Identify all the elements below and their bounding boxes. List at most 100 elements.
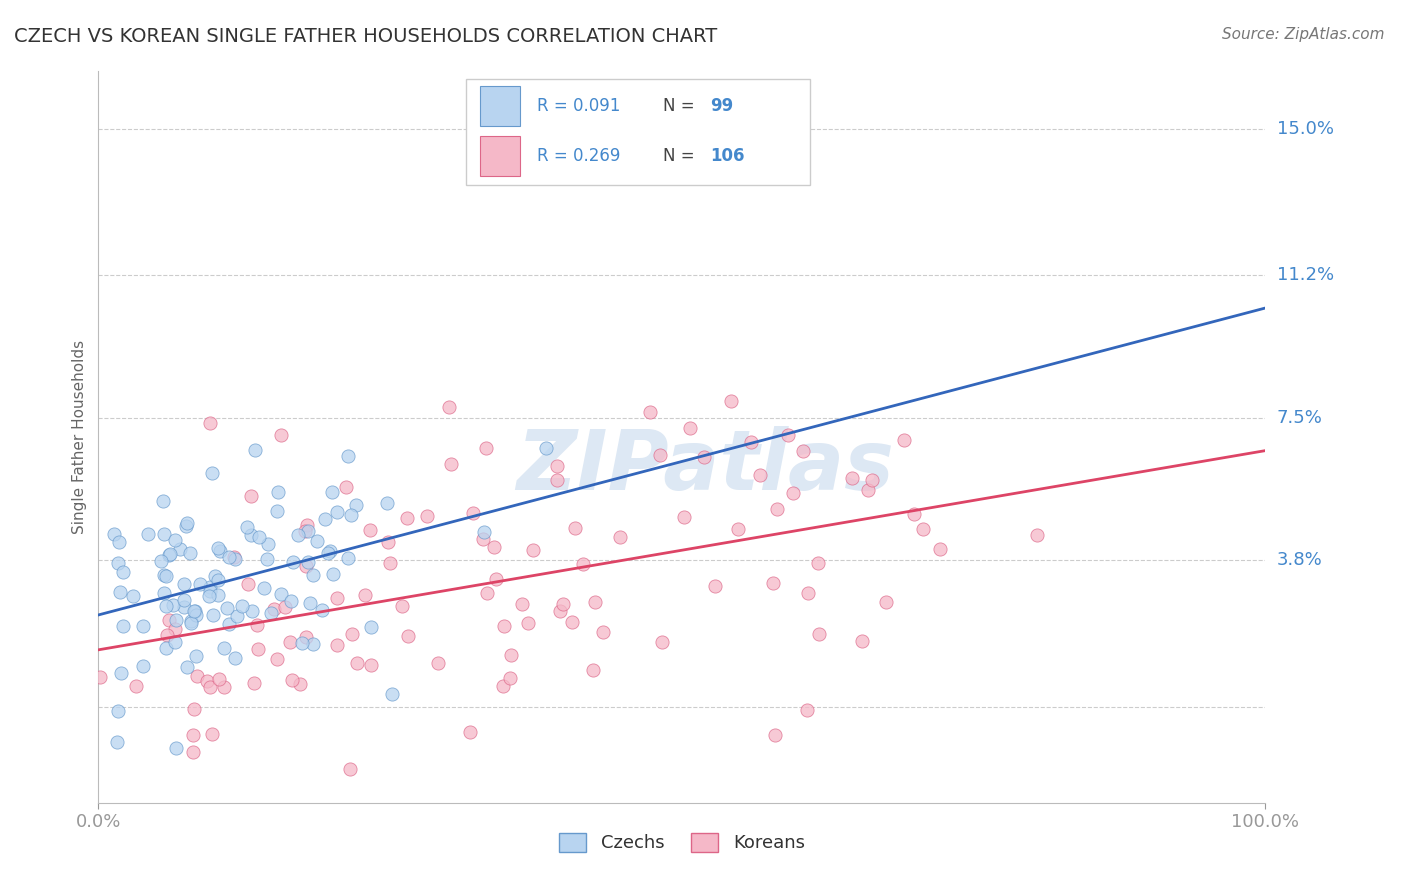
Point bbox=[550, 604, 572, 618]
Point bbox=[326, 591, 349, 606]
Point bbox=[280, 673, 302, 687]
Point bbox=[766, 501, 789, 516]
Point bbox=[929, 541, 952, 556]
Point bbox=[321, 484, 343, 499]
Text: N =: N = bbox=[664, 147, 700, 165]
Point bbox=[475, 586, 498, 600]
Point bbox=[302, 637, 325, 651]
Point bbox=[122, 589, 145, 603]
Text: 15.0%: 15.0% bbox=[1277, 120, 1333, 138]
Legend: Czechs, Koreans: Czechs, Koreans bbox=[551, 826, 813, 860]
Point bbox=[583, 594, 606, 608]
Point bbox=[375, 496, 398, 510]
Point bbox=[110, 665, 132, 680]
Point bbox=[152, 568, 174, 582]
Text: CZECH VS KOREAN SINGLE FATHER HOUSEHOLDS CORRELATION CHART: CZECH VS KOREAN SINGLE FATHER HOUSEHOLDS… bbox=[14, 27, 717, 45]
Text: ZIPatlas: ZIPatlas bbox=[516, 425, 894, 507]
Point bbox=[440, 457, 463, 471]
Text: 106: 106 bbox=[710, 147, 744, 165]
Point bbox=[184, 648, 207, 663]
Point bbox=[212, 680, 235, 694]
Point bbox=[415, 509, 437, 524]
Point bbox=[224, 651, 246, 665]
Point bbox=[173, 577, 195, 591]
Point bbox=[318, 547, 340, 561]
Point bbox=[391, 599, 413, 614]
Point bbox=[176, 516, 198, 530]
Point bbox=[326, 638, 349, 652]
Point bbox=[207, 541, 229, 556]
Bar bbox=[479, 136, 520, 177]
Text: 7.5%: 7.5% bbox=[1277, 409, 1323, 427]
Point bbox=[152, 586, 174, 600]
Point bbox=[510, 597, 533, 611]
Point bbox=[252, 581, 274, 595]
Text: Source: ZipAtlas.com: Source: ZipAtlas.com bbox=[1222, 27, 1385, 42]
Point bbox=[179, 546, 201, 560]
Point bbox=[339, 508, 361, 522]
Point bbox=[224, 552, 246, 566]
Point bbox=[335, 480, 357, 494]
Point bbox=[551, 597, 574, 611]
Point bbox=[186, 669, 208, 683]
Point bbox=[201, 608, 224, 623]
Point bbox=[638, 405, 661, 419]
Point bbox=[460, 725, 482, 739]
Point bbox=[609, 530, 631, 544]
Text: 11.2%: 11.2% bbox=[1277, 267, 1334, 285]
Point bbox=[1026, 528, 1049, 542]
Point bbox=[157, 613, 180, 627]
Point bbox=[173, 593, 195, 607]
Point bbox=[903, 507, 925, 521]
Point bbox=[247, 530, 270, 544]
Point bbox=[256, 537, 278, 551]
Point bbox=[851, 634, 873, 648]
Point bbox=[266, 652, 288, 666]
Point bbox=[263, 602, 285, 616]
Point bbox=[291, 635, 314, 649]
Point bbox=[564, 521, 586, 535]
Point bbox=[195, 674, 218, 689]
Text: R = 0.269: R = 0.269 bbox=[537, 147, 620, 165]
Point bbox=[807, 627, 830, 641]
Point bbox=[215, 600, 238, 615]
Point bbox=[162, 598, 184, 612]
Point bbox=[200, 680, 222, 694]
Point bbox=[103, 527, 125, 541]
Point bbox=[396, 511, 419, 525]
Point bbox=[472, 525, 495, 540]
Point bbox=[107, 556, 129, 570]
Point bbox=[207, 574, 229, 588]
Point bbox=[107, 704, 129, 718]
Point bbox=[214, 640, 236, 655]
Point bbox=[267, 485, 290, 500]
Point bbox=[246, 642, 269, 657]
Point bbox=[108, 585, 131, 599]
Point bbox=[672, 510, 695, 524]
Point bbox=[482, 541, 505, 555]
Point bbox=[893, 433, 915, 447]
Point bbox=[720, 394, 742, 409]
Point bbox=[762, 576, 785, 591]
Point bbox=[322, 566, 344, 581]
Point bbox=[437, 400, 460, 414]
Point bbox=[546, 458, 568, 473]
Point bbox=[749, 468, 772, 483]
Point bbox=[201, 466, 224, 480]
Point bbox=[381, 686, 404, 700]
Point bbox=[377, 534, 399, 549]
Point bbox=[125, 679, 148, 693]
Point bbox=[326, 505, 349, 519]
Point bbox=[165, 635, 187, 649]
Point bbox=[336, 450, 359, 464]
Point bbox=[354, 588, 377, 602]
Point bbox=[155, 640, 177, 655]
Point bbox=[239, 528, 262, 542]
Point bbox=[561, 615, 583, 629]
Point bbox=[792, 444, 814, 458]
Point bbox=[287, 528, 309, 542]
Point bbox=[740, 435, 762, 450]
Point bbox=[522, 543, 544, 558]
Point bbox=[763, 728, 786, 742]
Point bbox=[360, 657, 382, 672]
